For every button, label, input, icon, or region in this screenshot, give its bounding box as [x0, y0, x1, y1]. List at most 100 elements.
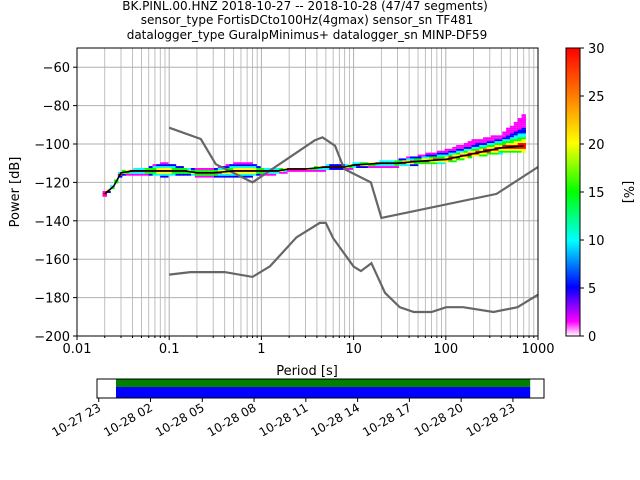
colorbar-tick-label: 25	[588, 90, 605, 105]
psd-density-cell	[521, 129, 526, 132]
psd-density-cell	[509, 144, 515, 147]
y-axis-ticks: −60 −80 −100 −120 −140 −160 −180 −200	[34, 61, 77, 345]
psd-density-cell	[137, 171, 142, 174]
psd-density-cell	[167, 164, 173, 167]
psd-density-cell	[483, 137, 488, 140]
psd-density-cell	[486, 141, 492, 144]
psd-density-cell	[517, 148, 523, 151]
psd-density-cell	[506, 135, 511, 138]
psd-density-cell	[121, 169, 127, 172]
psd-density-cell	[183, 171, 188, 174]
psd-density-cell	[164, 166, 169, 168]
psd-density-cell	[171, 168, 177, 170]
psd-density-cell	[210, 169, 215, 172]
psd-density-cell	[498, 144, 503, 147]
psd-density-cell	[244, 164, 250, 167]
psd-density-cell	[509, 129, 515, 132]
psd-density-cell	[233, 175, 238, 178]
psd-density-cell	[483, 139, 488, 142]
psd-density-cell	[256, 168, 261, 170]
psd-density-cell	[483, 152, 488, 155]
psd-density-cell	[417, 154, 423, 157]
psd-density-cell	[486, 152, 492, 155]
psd-density-cell	[152, 171, 157, 174]
colorbar: 0 5 10 15 20 25 30 [%]	[565, 42, 635, 345]
psd-density-cell	[521, 146, 526, 149]
psd-density-cell	[429, 152, 434, 155]
psd-density-cell	[106, 191, 111, 193]
psd-density-cell	[425, 162, 430, 165]
psd-density-cell	[517, 141, 523, 144]
psd-density-cell	[517, 129, 523, 132]
psd-density-cell	[498, 141, 503, 144]
psd-density-cell	[440, 150, 446, 153]
psd-density-cell	[440, 154, 446, 157]
psd-density-cell	[509, 146, 515, 149]
psd-density-cell	[152, 168, 157, 170]
psd-density-cell	[175, 173, 181, 176]
psd-density-cell	[459, 156, 465, 159]
psd-density-cell	[248, 166, 254, 168]
psd-density-cell	[456, 148, 461, 151]
psd-density-cell	[440, 160, 446, 163]
psd-density-cell	[471, 146, 476, 149]
psd-density-cell	[517, 146, 523, 149]
psd-density-cell	[213, 173, 219, 176]
psd-density-cell	[363, 166, 369, 168]
y-tick-label: −140	[34, 215, 70, 230]
psd-density-cell	[240, 162, 246, 165]
psd-density-cell	[509, 125, 515, 128]
colorbar-tick-label: 20	[588, 138, 605, 153]
psd-density-cell	[298, 169, 304, 172]
psd-density-cell	[506, 133, 511, 136]
psd-density-cell	[129, 173, 134, 176]
timeline-tick-label: 10-28 05	[153, 400, 207, 439]
psd-density-cell	[513, 121, 519, 124]
psd-density-cell	[413, 162, 419, 165]
psd-density-cell	[502, 137, 507, 140]
psd-density-cell	[467, 143, 473, 145]
psd-density-cell	[425, 158, 430, 161]
psd-density-cell	[248, 175, 254, 178]
psd-density-cell	[164, 162, 169, 165]
mean-psd-line	[104, 145, 524, 195]
psd-density-cell	[463, 146, 469, 149]
psd-density-cell	[217, 168, 223, 170]
psd-density-cell	[475, 144, 480, 147]
psd-density-cell	[467, 146, 473, 149]
psd-density-cell	[156, 171, 161, 174]
psd-density-cell	[171, 173, 177, 176]
psd-density-cell	[506, 148, 511, 151]
psd-density-cell	[225, 171, 230, 174]
psd-density-cell	[164, 164, 169, 167]
psd-density-cell	[363, 162, 369, 165]
psd-density-cell	[502, 131, 507, 134]
psd-density-cell	[521, 120, 526, 122]
psd-density-cell	[417, 156, 423, 159]
psd-density-cell	[459, 144, 465, 147]
colorbar-tick-label: 5	[588, 282, 596, 297]
psd-density-cell	[517, 121, 523, 124]
psd-density-cell	[237, 166, 242, 168]
psd-density-cell	[383, 160, 388, 163]
psd-density-cell	[152, 173, 157, 176]
psd-density-cell	[160, 168, 165, 170]
psd-density-cell	[344, 164, 350, 167]
timeline-bands	[115, 379, 531, 398]
y-tick-label: −180	[34, 292, 70, 307]
psd-density-cell	[521, 125, 526, 128]
psd-density-cell	[248, 168, 254, 170]
psd-density-cell	[406, 160, 411, 163]
y-tick-label: −120	[34, 176, 70, 191]
psd-density-cell	[164, 175, 169, 178]
psd-density-cell	[213, 168, 219, 170]
psd-density-cell	[294, 169, 300, 172]
psd-density-cell	[517, 127, 523, 130]
psd-density-cell	[271, 173, 277, 176]
psd-density-cell	[237, 162, 242, 165]
psd-density-cell	[448, 148, 453, 151]
timeline-tick-label: 10-27 23	[50, 400, 104, 439]
psd-density-cell	[310, 169, 315, 172]
grid-layer	[76, 48, 538, 337]
